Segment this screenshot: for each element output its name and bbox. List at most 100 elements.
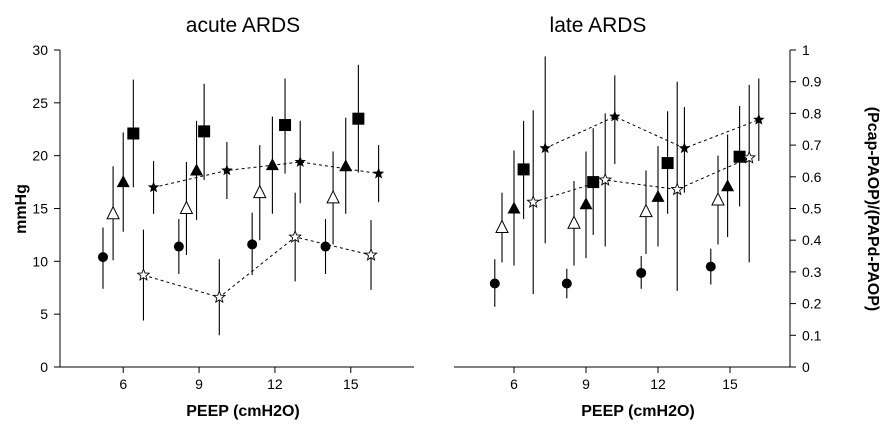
x-tick-label: 9 (582, 376, 590, 392)
filled-square-marker (517, 163, 530, 176)
y-tick-label: 0.3 (802, 264, 822, 280)
open-star-marker (212, 290, 227, 304)
y-tick-label: 30 (32, 42, 48, 58)
filled-circle-marker (705, 261, 716, 272)
panel-title: acute ARDS (186, 14, 300, 37)
filled-star-marker (753, 113, 765, 125)
filled-triangle-marker (116, 175, 130, 188)
x-tick-label: 6 (119, 376, 127, 392)
filled-triangle-marker (579, 197, 593, 210)
y-tick-label: 20 (32, 148, 48, 164)
series-filled-triangle (116, 116, 353, 232)
filled-square-marker (198, 125, 211, 138)
open-star-marker (670, 182, 685, 196)
series-filled-star (147, 120, 385, 214)
series-open-triangle (106, 145, 340, 261)
x-tick-label: 9 (195, 376, 203, 392)
y-tick-label: 0.4 (802, 232, 822, 248)
panel-title: late ARDS (550, 14, 647, 37)
y-tick-label: 0.5 (802, 201, 822, 217)
series-filled-square (517, 106, 746, 235)
series-line (143, 236, 372, 298)
open-triangle-marker (711, 191, 725, 206)
filled-triangle-marker (721, 179, 735, 192)
open-triangle-marker (495, 219, 509, 234)
series-open-triangle (495, 155, 725, 266)
series-line (533, 157, 750, 203)
y-tick-label: 0.6 (802, 169, 822, 185)
series-filled-triangle (507, 134, 735, 266)
filled-square-marker (127, 127, 140, 140)
y-tick-label: 5 (40, 306, 48, 322)
open-star-marker (526, 194, 541, 209)
series-filled-circle (97, 212, 331, 289)
open-star-marker (364, 247, 378, 261)
filled-circle-marker (173, 241, 184, 252)
y-axis-label: mmHg (13, 184, 30, 234)
filled-circle-marker (247, 239, 258, 250)
x-axis-label: PEEP (cmH2O) (581, 403, 695, 420)
series-open-star (526, 81, 757, 295)
filled-triangle-marker (651, 189, 665, 202)
x-tick-label: 15 (722, 376, 738, 392)
filled-star-marker (372, 167, 385, 179)
filled-square-marker (279, 119, 292, 132)
y-tick-label: 15 (32, 201, 48, 217)
filled-circle-marker (636, 267, 647, 278)
open-triangle-marker (252, 184, 267, 199)
filled-star-marker (539, 142, 551, 154)
filled-square-marker (352, 112, 365, 125)
open-triangle-marker (639, 203, 653, 218)
filled-circle-marker (97, 252, 108, 263)
filled-square-marker (733, 150, 746, 163)
filled-star-marker (294, 156, 306, 167)
x-axis-label: PEEP (cmH2O) (186, 403, 300, 420)
y-tick-label: 0 (40, 359, 48, 375)
series-filled-circle (489, 248, 716, 307)
x-tick-label: 6 (510, 376, 518, 392)
filled-circle-marker (489, 278, 500, 289)
open-triangle-marker (179, 200, 194, 214)
filled-triangle-marker (265, 158, 279, 171)
y-tick-label: 0.8 (802, 105, 822, 121)
filled-square-marker (587, 176, 600, 189)
axes: 6 9 12 15 0 0.1 0.2 0.3 0.4 0.5 0.6 0.7 0.8 0.9 1 (454, 42, 822, 392)
y-tick-label: 25 (32, 95, 48, 111)
open-star-marker (598, 172, 613, 186)
acute-ards-panel: acute ARDS PEEP (cmH2O) mmHg 6 9 12 15 0 5 10 1… (13, 14, 414, 420)
y-tick-label: 0 (802, 359, 810, 375)
y-tick-label: 0.7 (802, 137, 822, 153)
filled-circle-marker (320, 241, 331, 252)
series-filled-star (539, 56, 765, 244)
filled-star-marker (609, 110, 621, 122)
open-triangle-marker (326, 189, 340, 204)
axes: 6 9 12 15 0 5 10 15 20 25 30 (32, 42, 414, 392)
filled-star-marker (147, 181, 160, 193)
x-tick-label: 12 (267, 376, 283, 392)
filled-square-marker (661, 157, 674, 170)
series-line (544, 116, 759, 149)
filled-triangle-marker (190, 163, 204, 176)
filled-triangle-marker (339, 159, 353, 172)
open-star-marker (136, 267, 151, 281)
series-open-star (136, 192, 378, 336)
open-star-marker (742, 150, 757, 164)
open-star-marker (288, 229, 303, 243)
y-tick-label: 1 (802, 42, 810, 58)
open-triangle-marker (106, 205, 120, 220)
y-tick-label: 0.9 (802, 74, 822, 90)
filled-star-marker (678, 142, 691, 154)
filled-triangle-marker (507, 201, 521, 214)
series-line (153, 161, 379, 188)
late-ards-panel: late ARDS PEEP (cmH2O) (Pcap-PAOP)/(PAPd… (454, 14, 881, 420)
series-filled-square (127, 64, 365, 188)
y-tick-label: 0.2 (802, 296, 822, 312)
x-tick-label: 12 (650, 376, 666, 392)
filled-circle-marker (561, 278, 572, 289)
y-tick-label: 0.1 (802, 327, 822, 343)
filled-star-marker (221, 164, 233, 176)
x-tick-label: 15 (343, 376, 359, 392)
y-tick-label: 10 (32, 253, 48, 269)
right-y-axis-label: (Pcap-PAOP)/(PAPd-PAOP) (864, 107, 881, 311)
